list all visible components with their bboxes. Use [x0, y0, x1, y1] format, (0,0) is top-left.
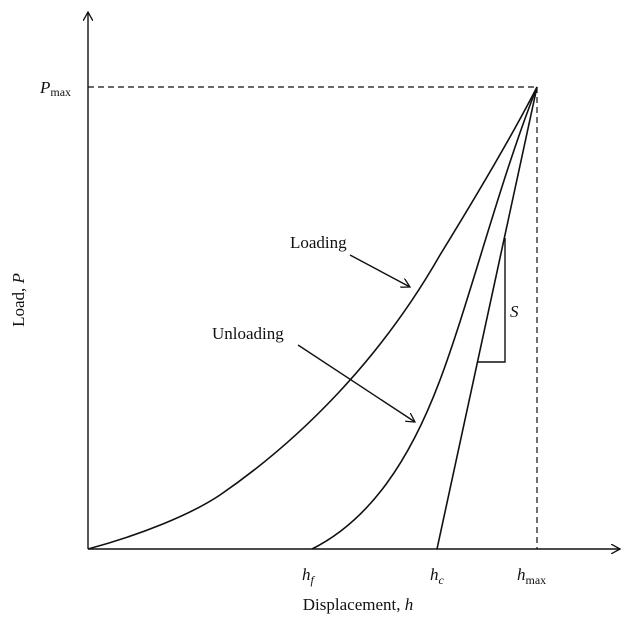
- label-part: Load,: [9, 283, 28, 326]
- label-part: f: [311, 573, 316, 587]
- label-part: h: [430, 565, 439, 584]
- unloading-curve: [311, 86, 538, 550]
- loading-arrow: [349, 254, 410, 287]
- label-part: Displacement,: [303, 595, 405, 614]
- y-axis-label: Load, P: [9, 273, 28, 327]
- label-part: c: [439, 573, 445, 587]
- hmax-label: hmax: [517, 565, 546, 587]
- pmax-label: Pmax: [39, 78, 71, 99]
- hc-label: hc: [430, 565, 445, 587]
- unloading-label: Unloading: [212, 324, 284, 343]
- loading-label: Loading: [290, 233, 347, 252]
- label-part: max: [50, 85, 71, 99]
- label-part: h: [405, 595, 414, 614]
- stiffness-triangle: [478, 238, 506, 363]
- label-part: P: [9, 273, 28, 284]
- label-part: P: [39, 78, 50, 97]
- label-part: h: [517, 565, 526, 584]
- unloading-arrow: [297, 344, 415, 422]
- x-axis-label: Displacement, h: [303, 595, 413, 614]
- tangent-line: [436, 86, 538, 550]
- stiffness-label: S: [510, 302, 519, 321]
- hf-label: hf: [302, 565, 316, 587]
- label-part: h: [302, 565, 311, 584]
- loading-curve: [87, 86, 538, 550]
- label-part: max: [526, 573, 547, 587]
